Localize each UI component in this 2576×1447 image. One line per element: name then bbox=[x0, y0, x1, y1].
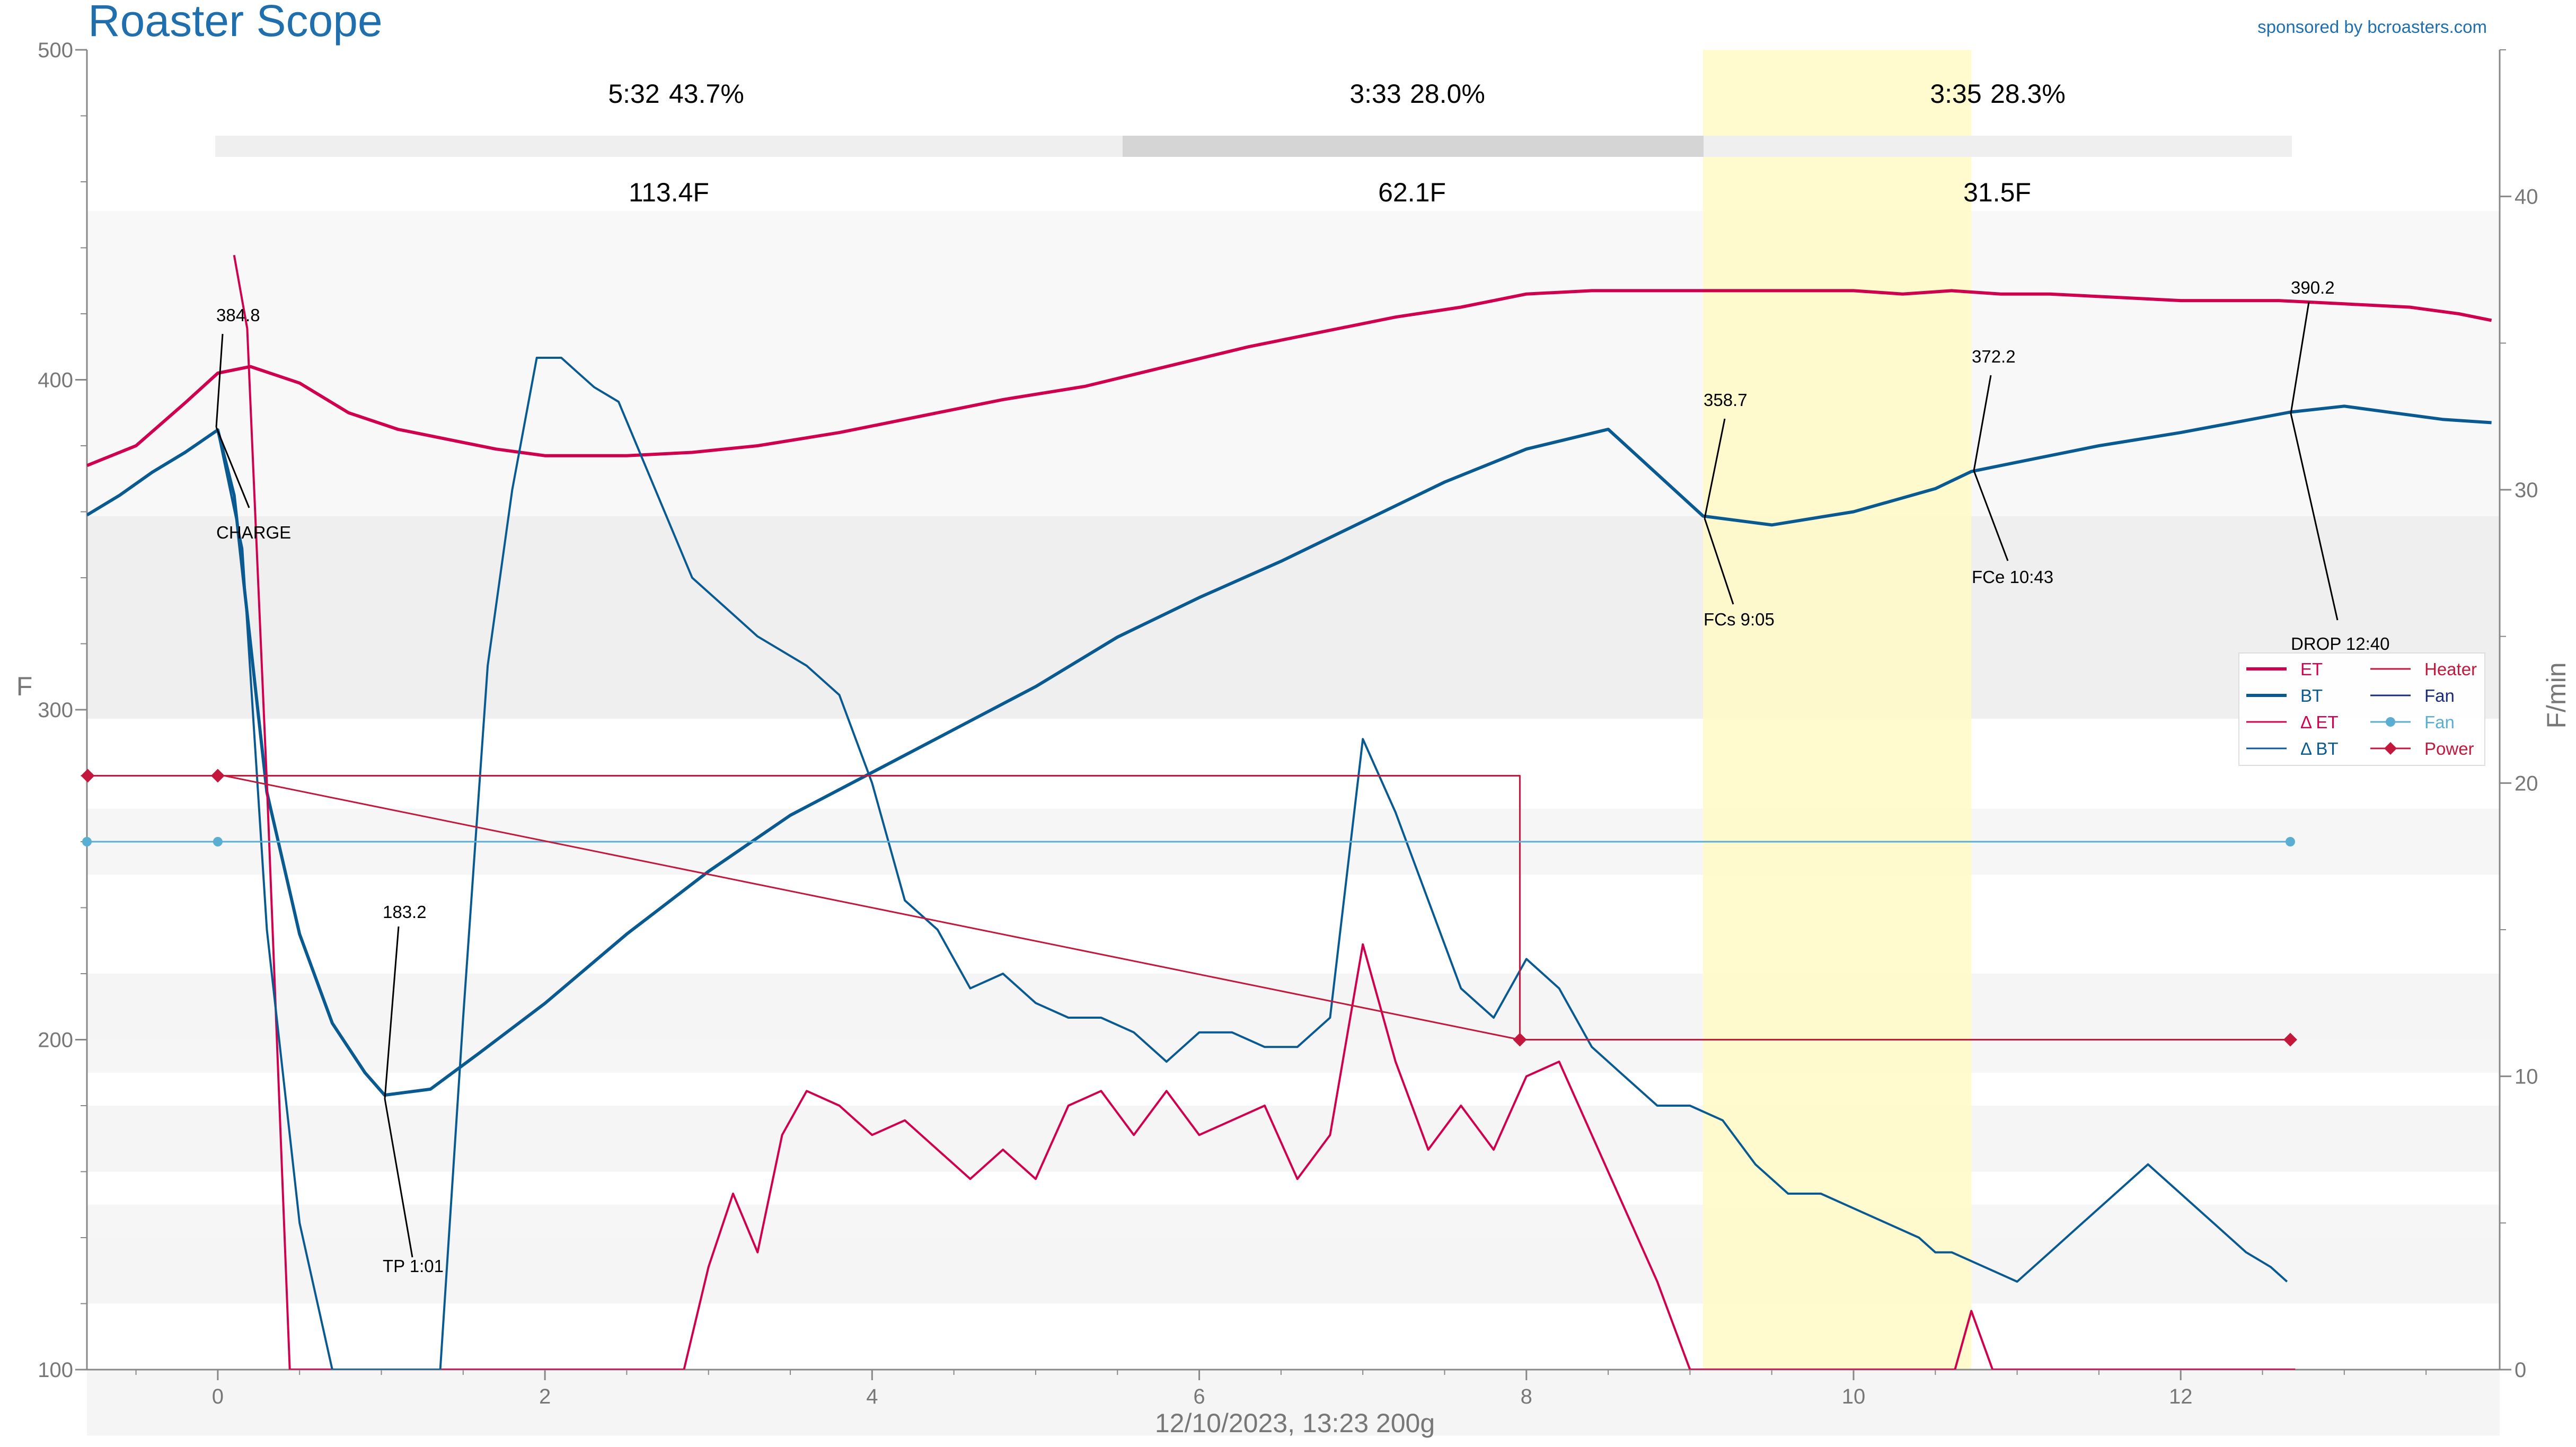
series-delta-et-line bbox=[233, 254, 2296, 1370]
legend-label: Fan bbox=[2424, 686, 2455, 705]
legend-item: BT bbox=[2246, 686, 2323, 705]
legend-item: Power bbox=[2370, 739, 2474, 758]
tp-value: 183.2 bbox=[383, 902, 427, 922]
x-tick-label: 2 bbox=[539, 1385, 551, 1408]
x-tick-label: 6 bbox=[1193, 1385, 1205, 1408]
fan-point bbox=[82, 837, 92, 846]
legend-label: Δ ET bbox=[2300, 712, 2339, 732]
fcs-value: 358.7 bbox=[1704, 390, 1748, 410]
phase-drying-rise: 113.4F bbox=[629, 178, 709, 207]
series-delta-bt-line bbox=[216, 357, 2288, 1370]
y-tick-label: 500 bbox=[38, 39, 73, 62]
power-point bbox=[2283, 1033, 2297, 1047]
tp-leader-line bbox=[384, 926, 400, 1099]
legend-swatch-marker bbox=[2386, 717, 2395, 727]
y2-tick-label: 30 bbox=[2515, 479, 2538, 502]
footer-caption: 12/10/2023, 13:23 200g bbox=[1155, 1408, 1435, 1438]
legend-label: ET bbox=[2300, 659, 2323, 679]
y-tick-label: 100 bbox=[38, 1358, 73, 1382]
y2-axis-label: F/min bbox=[2542, 663, 2571, 729]
y2-tick-label: 10 bbox=[2515, 1065, 2538, 1089]
y-tick-label: 400 bbox=[38, 369, 73, 392]
fcs-leader-line-lower bbox=[1704, 518, 1734, 605]
legend-label: Δ BT bbox=[2300, 739, 2339, 758]
charge-label: CHARGE bbox=[216, 523, 291, 542]
tp-leader-line-lower bbox=[384, 1098, 413, 1258]
phase-maillard-time: 3:33 bbox=[1349, 79, 1401, 109]
series-et-line bbox=[87, 289, 2492, 467]
phase-drying-percent: 43.7% bbox=[669, 79, 744, 109]
phase-maillard-rise: 62.1F bbox=[1378, 178, 1446, 207]
fce-leader-line-lower bbox=[1973, 470, 2009, 561]
y-axis-label: F bbox=[16, 672, 33, 701]
x-tick-label: 0 bbox=[212, 1385, 224, 1408]
series-bt-line bbox=[87, 404, 2492, 1097]
app-title: Roaster Scope bbox=[88, 0, 383, 46]
series-power-line bbox=[87, 775, 2290, 1040]
tp-label: TP 1:01 bbox=[383, 1256, 444, 1276]
phase-development-rise: 31.5F bbox=[1963, 178, 2031, 207]
phase-bar-drying bbox=[215, 136, 1123, 157]
drop-leader-line bbox=[2290, 302, 2310, 414]
phase-drying-time: 5:32 bbox=[608, 79, 659, 109]
legend-label: Heater bbox=[2424, 659, 2477, 679]
x-tick-label: 12 bbox=[2169, 1385, 2193, 1408]
y2-tick-label: 40 bbox=[2515, 186, 2538, 209]
x-tick-label: 8 bbox=[1521, 1385, 1532, 1408]
power-point bbox=[1513, 1033, 1527, 1047]
legend-item: Fan bbox=[2370, 686, 2455, 705]
legend-item: Heater bbox=[2370, 659, 2477, 679]
legend-box bbox=[2238, 652, 2485, 766]
band-mid bbox=[87, 516, 2500, 719]
band-stripe bbox=[87, 1238, 2500, 1304]
fcs-label: FCs 9:05 bbox=[1704, 610, 1775, 629]
band-upper bbox=[87, 211, 2500, 516]
sponsor-text: sponsored by bcroasters.com bbox=[2257, 17, 2487, 37]
y2-tick-label: 0 bbox=[2515, 1358, 2526, 1382]
y2-tick-label: 20 bbox=[2515, 772, 2538, 795]
phase-bar-development bbox=[1704, 136, 2292, 157]
band-stripe bbox=[87, 1106, 2500, 1172]
band-stripe bbox=[87, 1370, 2500, 1436]
y-tick-label: 300 bbox=[38, 699, 73, 722]
charge-leader-line-lower bbox=[215, 427, 250, 508]
legend-label: BT bbox=[2300, 686, 2323, 705]
phase-bar-maillard bbox=[1123, 136, 1704, 157]
legend-swatch-marker bbox=[2384, 742, 2397, 755]
drop-label: DROP 12:40 bbox=[2291, 634, 2390, 654]
legend-item: Δ ET bbox=[2246, 712, 2339, 732]
fce-leader-line bbox=[1973, 375, 1992, 471]
y-tick-label: 200 bbox=[38, 1029, 73, 1052]
band-stripe bbox=[87, 974, 2500, 1040]
legend-label: Fan bbox=[2424, 712, 2455, 732]
charge-value: 384.8 bbox=[216, 305, 260, 325]
band-top bbox=[87, 50, 2500, 211]
fan-point bbox=[2285, 837, 2295, 846]
legend-item: Δ BT bbox=[2246, 739, 2339, 758]
charge-leader-line bbox=[215, 333, 224, 428]
drop-value: 390.2 bbox=[2291, 278, 2335, 297]
legend-item: Fan bbox=[2370, 712, 2455, 732]
phase-development-percent: 28.3% bbox=[1990, 79, 2066, 109]
fan-point bbox=[213, 837, 223, 846]
power-point bbox=[81, 769, 95, 783]
drop-leader-line-lower bbox=[2290, 413, 2339, 621]
x-tick-label: 4 bbox=[866, 1385, 878, 1408]
x-tick-label: 10 bbox=[1842, 1385, 1866, 1408]
legend-item: ET bbox=[2246, 659, 2323, 679]
fcs-leader-line bbox=[1704, 418, 1726, 519]
power-point bbox=[210, 769, 225, 783]
fce-value: 372.2 bbox=[1972, 347, 2016, 366]
phase-development-time: 3:35 bbox=[1930, 79, 1981, 109]
legend-label: Power bbox=[2424, 739, 2474, 758]
phase-maillard-percent: 28.0% bbox=[1410, 79, 1485, 109]
first-crack-highlight bbox=[1703, 50, 1972, 1370]
fce-label: FCe 10:43 bbox=[1972, 567, 2053, 587]
